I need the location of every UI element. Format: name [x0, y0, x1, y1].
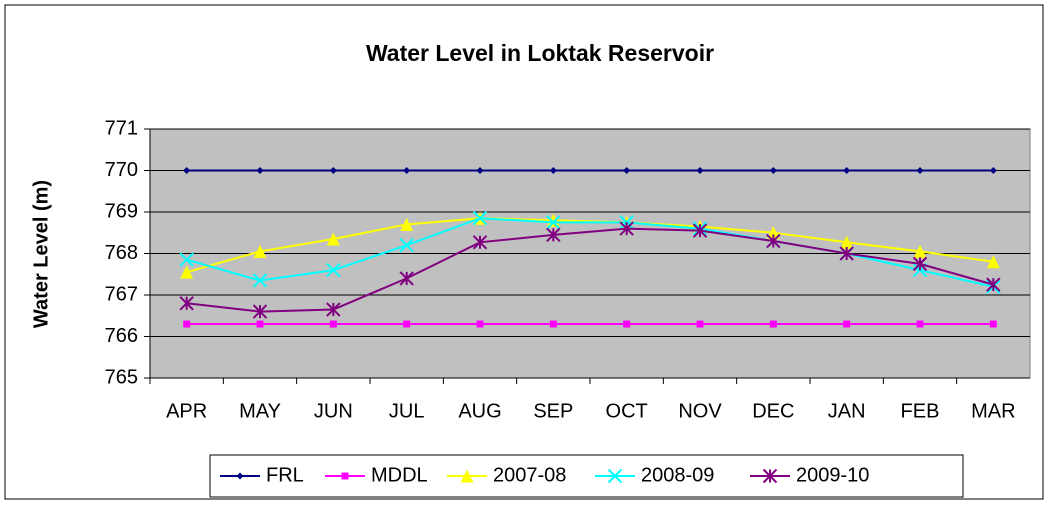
- series-line: [186, 217, 994, 274]
- marker: [912, 256, 928, 272]
- marker: [399, 237, 414, 253]
- marker: [460, 469, 474, 483]
- marker: [183, 167, 191, 174]
- marker: [329, 167, 337, 174]
- marker: [253, 244, 267, 258]
- marker: [399, 271, 414, 286]
- y-tick-label: 767: [105, 283, 138, 305]
- marker: [989, 167, 997, 174]
- marker: [692, 223, 708, 238]
- marker: [619, 221, 634, 236]
- marker: [256, 320, 264, 328]
- marker: [549, 320, 557, 328]
- marker: [180, 265, 194, 279]
- marker: [769, 167, 777, 174]
- marker: [546, 213, 560, 227]
- x-tick-label: AUG: [458, 400, 501, 422]
- marker: [476, 320, 484, 328]
- marker: [986, 255, 1000, 269]
- marker: [329, 320, 337, 328]
- legend-label: 2008-09: [641, 464, 714, 486]
- marker: [179, 252, 194, 267]
- y-tick-label: 768: [105, 242, 138, 264]
- x-tick-label: NOV: [678, 400, 722, 422]
- legend-label: MDDL: [371, 464, 428, 486]
- marker: [549, 167, 557, 174]
- marker: [840, 235, 854, 249]
- marker: [179, 296, 194, 311]
- series-line: [186, 227, 994, 313]
- marker: [252, 273, 268, 288]
- marker: [607, 468, 623, 484]
- marker: [623, 320, 631, 328]
- y-tick-label: 766: [105, 325, 138, 347]
- marker: [403, 167, 411, 174]
- x-tick-label: MAY: [239, 400, 281, 422]
- marker: [546, 215, 561, 230]
- legend-label: 2007-08: [493, 464, 566, 486]
- marker: [400, 217, 414, 231]
- y-tick-label: 770: [105, 159, 138, 181]
- marker: [843, 320, 851, 328]
- x-tick-label: MAR: [971, 400, 1015, 422]
- marker: [766, 226, 780, 240]
- x-tick-label: SEP: [533, 400, 573, 422]
- chart-title: Water Level in Loktak Reservoir: [366, 40, 714, 66]
- marker: [913, 244, 927, 258]
- marker: [183, 320, 191, 328]
- x-tick-label: JUN: [314, 400, 353, 422]
- x-tick-label: JUL: [389, 400, 425, 422]
- marker: [916, 320, 924, 328]
- y-tick-label: 765: [105, 366, 138, 388]
- marker: [843, 167, 851, 174]
- series-line: [186, 217, 994, 288]
- marker: [256, 167, 264, 174]
- marker: [696, 167, 704, 174]
- marker: [236, 472, 244, 480]
- legend-label: 2009-10: [796, 464, 869, 486]
- marker: [326, 302, 341, 317]
- x-tick-label: DEC: [752, 400, 794, 422]
- x-tick-label: OCT: [606, 400, 648, 422]
- marker: [766, 233, 781, 249]
- marker: [769, 320, 777, 328]
- marker: [546, 227, 561, 243]
- marker: [762, 468, 778, 484]
- x-tick-label: APR: [166, 400, 207, 422]
- marker: [696, 320, 704, 328]
- marker: [986, 277, 1001, 292]
- marker: [839, 246, 854, 261]
- marker: [252, 304, 268, 319]
- y-tick-label: 771: [105, 117, 138, 139]
- marker: [326, 262, 341, 278]
- y-tick-label: 769: [105, 200, 138, 222]
- y-axis-title: Water Level (m): [30, 180, 52, 328]
- x-tick-label: JAN: [828, 400, 866, 422]
- marker: [472, 235, 488, 250]
- marker: [476, 167, 484, 174]
- marker: [989, 320, 997, 328]
- marker: [916, 167, 924, 174]
- marker: [623, 167, 631, 174]
- marker: [326, 232, 340, 246]
- legend-label: FRL: [266, 464, 304, 486]
- marker: [472, 211, 488, 226]
- x-tick-label: FEB: [901, 400, 940, 422]
- marker: [341, 472, 349, 480]
- marker: [403, 320, 411, 328]
